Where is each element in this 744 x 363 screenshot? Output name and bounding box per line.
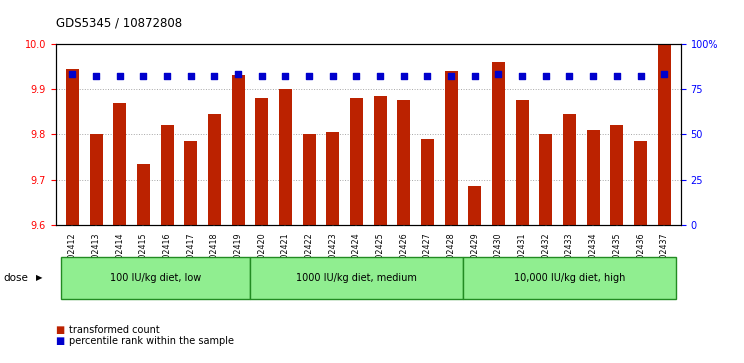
Bar	[60, 257, 250, 299]
Point	[516, 73, 528, 79]
Bar	[327, 132, 339, 225]
Text: percentile rank within the sample: percentile rank within the sample	[69, 336, 234, 346]
Text: 100 IU/kg diet, low: 100 IU/kg diet, low	[109, 273, 201, 283]
Point	[635, 73, 647, 79]
Point	[327, 73, 339, 79]
Bar	[373, 96, 387, 225]
Point	[185, 73, 196, 79]
Bar	[231, 76, 245, 225]
Point	[493, 72, 504, 77]
Bar	[563, 114, 576, 225]
Point	[350, 73, 362, 79]
Text: 1000 IU/kg diet, medium: 1000 IU/kg diet, medium	[296, 273, 417, 283]
Bar	[255, 98, 269, 225]
Bar	[137, 164, 150, 225]
Point	[280, 73, 292, 79]
Bar	[634, 141, 647, 225]
Bar	[89, 134, 103, 225]
Point	[208, 73, 220, 79]
Bar	[397, 100, 410, 225]
Point	[114, 73, 126, 79]
Bar	[610, 125, 623, 225]
Bar	[516, 100, 529, 225]
Bar	[208, 114, 221, 225]
Point	[232, 72, 244, 77]
Bar	[279, 89, 292, 225]
Bar	[492, 62, 505, 225]
Bar	[66, 69, 79, 225]
Bar	[587, 130, 600, 225]
Text: ■: ■	[56, 325, 68, 335]
Text: ▶: ▶	[36, 273, 42, 282]
Point	[658, 72, 670, 77]
Point	[540, 73, 552, 79]
Point	[587, 73, 599, 79]
Point	[161, 73, 173, 79]
Bar	[421, 139, 434, 225]
Point	[256, 73, 268, 79]
Point	[90, 73, 102, 79]
Point	[374, 73, 386, 79]
Text: dose: dose	[4, 273, 28, 283]
Point	[66, 72, 78, 77]
Text: GDS5345 / 10872808: GDS5345 / 10872808	[56, 16, 182, 29]
Bar	[303, 134, 315, 225]
Bar	[468, 187, 481, 225]
Text: 10,000 IU/kg diet, high: 10,000 IU/kg diet, high	[514, 273, 625, 283]
Point	[138, 73, 150, 79]
Point	[445, 73, 457, 79]
Bar	[463, 257, 676, 299]
Bar	[445, 71, 458, 225]
Bar	[658, 44, 670, 225]
Point	[422, 73, 434, 79]
Bar	[250, 257, 463, 299]
Bar	[113, 103, 126, 225]
Bar	[350, 98, 363, 225]
Bar	[161, 125, 173, 225]
Text: ■: ■	[56, 336, 68, 346]
Point	[469, 73, 481, 79]
Point	[611, 73, 623, 79]
Bar	[539, 134, 552, 225]
Point	[563, 73, 575, 79]
Point	[398, 73, 410, 79]
Bar	[185, 141, 197, 225]
Text: transformed count: transformed count	[69, 325, 160, 335]
Point	[303, 73, 315, 79]
